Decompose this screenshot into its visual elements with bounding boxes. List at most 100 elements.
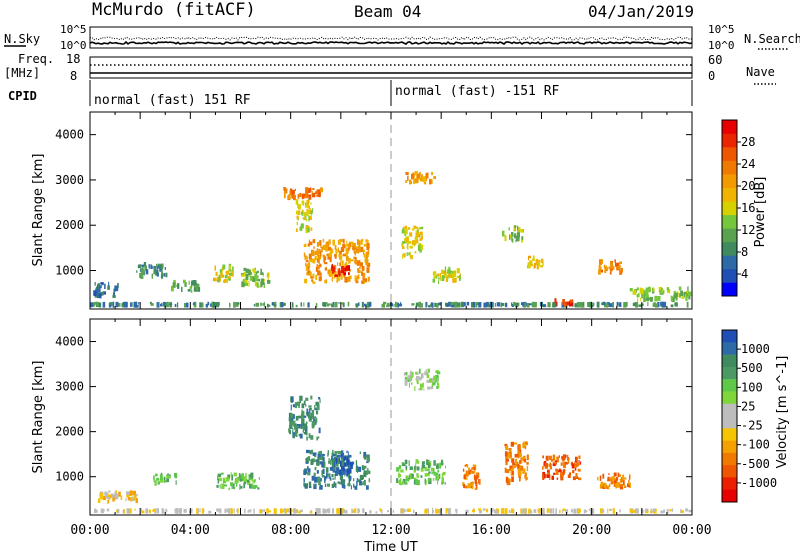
data-cell [314, 191, 318, 195]
data-cell [320, 276, 322, 281]
data-cell [428, 462, 431, 469]
data-cell [297, 203, 299, 209]
data-cell [336, 457, 338, 464]
data-cell [552, 454, 556, 461]
data-cell [413, 509, 415, 513]
data-cell [296, 509, 298, 514]
data-cell [177, 283, 180, 289]
data-cell [431, 471, 433, 475]
data-cell [241, 473, 244, 477]
data-cell [542, 455, 544, 459]
data-cell [596, 301, 600, 308]
data-cell [404, 238, 408, 243]
data-cell [103, 291, 106, 295]
data-cell [419, 171, 421, 176]
data-cell [340, 247, 345, 252]
data-cell [578, 455, 581, 459]
data-cell [541, 508, 544, 514]
data-cell [310, 459, 314, 465]
data-cell [403, 226, 407, 229]
data-cell [486, 508, 489, 513]
data-cell [332, 508, 334, 514]
data-cell [307, 188, 311, 193]
data-cell [321, 475, 325, 478]
data-cell [254, 274, 257, 279]
data-cell [300, 509, 303, 512]
data-cell [401, 229, 405, 234]
data-cell [445, 508, 449, 512]
data-cell [439, 462, 442, 465]
data-cell [219, 269, 222, 274]
data-cell [464, 477, 468, 480]
data-cell [600, 269, 603, 273]
data-cell [398, 474, 402, 478]
data-cell [348, 272, 350, 275]
data-cell [132, 497, 135, 501]
data-cell [309, 210, 313, 214]
data-cell [344, 462, 347, 467]
data-cell [301, 193, 304, 200]
data-cell [140, 276, 144, 279]
data-cell [161, 508, 164, 514]
data-cell [217, 479, 220, 484]
data-cell [210, 303, 212, 307]
data-cell [175, 480, 177, 485]
data-cell [304, 429, 306, 434]
data-cell [610, 264, 613, 268]
data-cell [426, 379, 429, 383]
x-tick-label: 08:00 [271, 523, 310, 538]
data-cell [113, 292, 115, 296]
data-cell [154, 482, 156, 486]
data-cell [310, 509, 312, 514]
data-cell [540, 265, 543, 268]
data-cell [317, 454, 321, 458]
data-cell [685, 294, 687, 301]
data-cell [471, 302, 474, 308]
data-cell [230, 508, 233, 514]
data-cell [549, 462, 552, 466]
data-cell [222, 477, 226, 482]
data-cell [291, 193, 295, 197]
data-cell [517, 468, 521, 475]
data-cell [340, 259, 342, 263]
data-cell [325, 242, 329, 247]
data-cell [366, 454, 370, 458]
data-cell [343, 272, 346, 276]
data-cell [300, 423, 303, 429]
data-cell [295, 304, 298, 308]
data-cell [347, 459, 350, 466]
data-cell [560, 475, 564, 481]
data-cell [408, 252, 410, 256]
data-cell [347, 276, 351, 282]
data-cell [192, 302, 195, 306]
colorbar-tick-label: -1000 [741, 476, 777, 490]
data-cell [353, 250, 357, 254]
data-cell [400, 469, 404, 473]
data-cell [447, 508, 451, 514]
data-cell [321, 247, 323, 253]
data-cell [328, 246, 331, 251]
data-cell [431, 377, 434, 383]
data-cell [504, 451, 508, 457]
data-cell [673, 294, 675, 298]
data-cell [562, 470, 565, 475]
data-cell [236, 509, 238, 512]
data-cell [448, 266, 451, 272]
data-cell [332, 266, 336, 272]
data-cell [662, 301, 667, 308]
data-cell [347, 472, 351, 479]
data-cell [326, 472, 328, 479]
data-cell [570, 300, 573, 307]
data-cell [406, 376, 409, 382]
data-cell [348, 478, 350, 484]
data-cell [339, 481, 341, 485]
data-cell [351, 508, 353, 514]
data-cell [356, 248, 360, 254]
data-cell [312, 281, 316, 284]
data-cell [199, 508, 201, 513]
data-cell [436, 386, 439, 389]
data-cell [244, 508, 246, 514]
data-cell [304, 483, 308, 489]
data-cell [316, 264, 318, 267]
